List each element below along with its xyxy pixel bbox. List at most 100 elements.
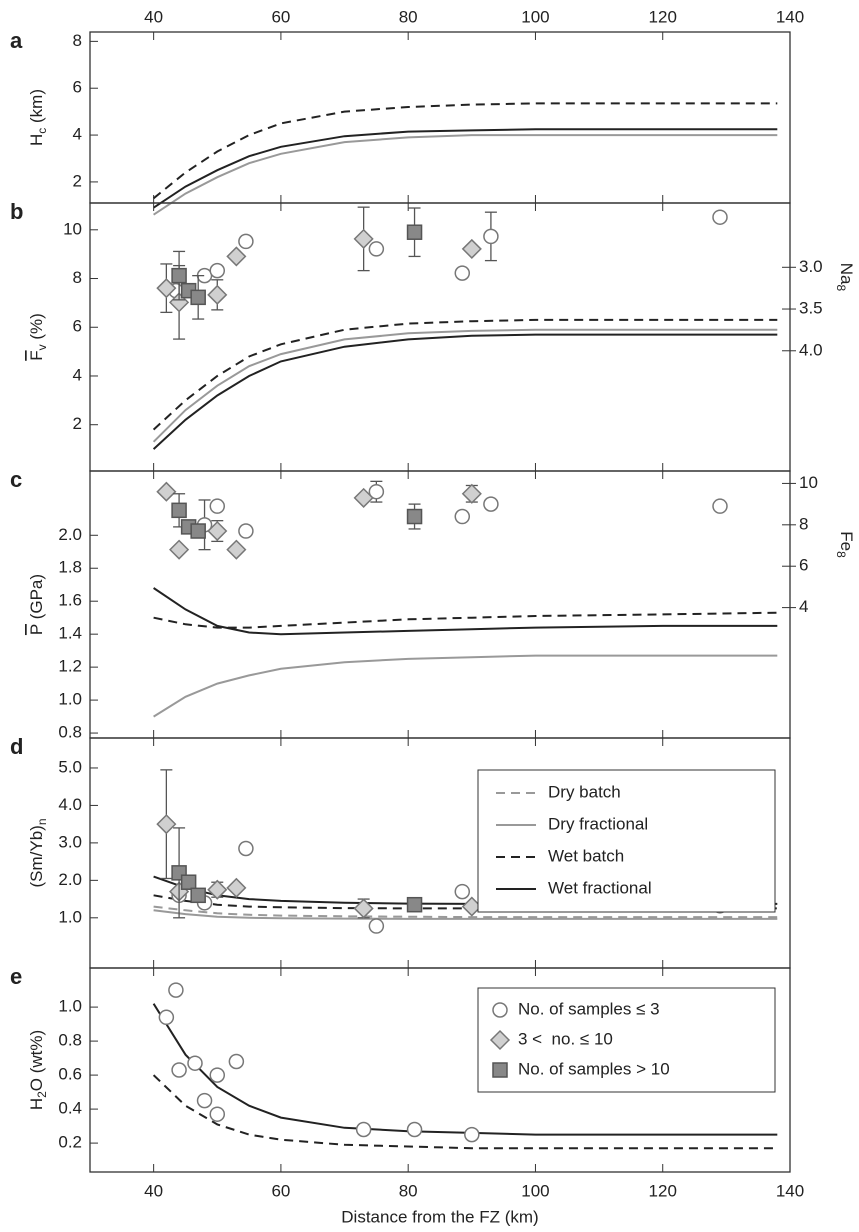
legend-label: No. of samples > 10 [518, 1059, 670, 1078]
label-sub: n [35, 818, 49, 825]
curve [153, 909, 778, 920]
curve [153, 905, 778, 919]
y2-tick-label: 3.5 [799, 299, 823, 318]
point [226, 246, 247, 267]
x-tick-label: 120 [649, 1181, 677, 1200]
y-tick-label: 1.6 [58, 591, 82, 610]
point [483, 496, 499, 512]
y-tick-label: 8 [73, 31, 82, 50]
point [187, 1055, 203, 1071]
legend-marker [492, 1062, 508, 1078]
point [454, 265, 471, 281]
point [171, 1062, 187, 1078]
point [207, 879, 228, 900]
curve [152, 1074, 778, 1150]
x-tick-label: 80 [399, 7, 418, 26]
y-tick-label: 0.4 [58, 1099, 82, 1118]
point [190, 289, 206, 306]
x-tick-label: 100 [521, 7, 549, 26]
curve [152, 333, 778, 450]
panel-frame [89, 31, 791, 204]
x-tick-label: 80 [399, 1181, 418, 1200]
point [238, 233, 254, 250]
point [156, 814, 177, 835]
label-main: P [27, 624, 46, 635]
y-tick-label: 2.0 [58, 870, 82, 889]
legend-label: Dry fractional [548, 814, 648, 833]
point [712, 498, 728, 514]
point [454, 508, 471, 525]
label-rest: (GPa) [27, 574, 46, 624]
x-tick-label: 140 [776, 7, 804, 26]
point [228, 1053, 245, 1070]
point [406, 1121, 423, 1138]
label-main: H [27, 134, 46, 146]
curve [153, 128, 778, 209]
y-tick-label: 2.0 [58, 525, 82, 544]
label-sub: c [35, 128, 49, 134]
point [461, 238, 482, 259]
y-tick-label: 1.0 [58, 907, 82, 926]
point [454, 883, 471, 900]
panel-letter: b [10, 199, 23, 224]
y-tick-label: 10 [63, 219, 82, 238]
label-sub: v [35, 344, 49, 350]
label-main: F [27, 350, 46, 360]
point [209, 498, 226, 514]
y-tick-label: 5.0 [58, 757, 82, 776]
point [180, 874, 197, 890]
y-tick-label: 0.2 [58, 1133, 82, 1152]
y-tick-label: 4 [73, 365, 82, 384]
point [190, 887, 206, 904]
point [171, 267, 187, 284]
point [209, 1067, 226, 1083]
curve [153, 654, 778, 718]
y-tick-label: 4.0 [58, 795, 82, 814]
label-main: Fe [837, 531, 856, 551]
point [169, 539, 190, 560]
axis-label: (Sm/Yb)n [27, 818, 49, 887]
y-tick-label: 2 [73, 414, 82, 433]
x-axis-title: Distance from the FZ (km) [341, 1207, 538, 1226]
label-rest: O (wt%) [27, 1030, 46, 1091]
point [207, 520, 228, 542]
panel-frame [89, 967, 791, 1173]
x-tick-label: 60 [271, 1181, 290, 1200]
y-tick-label: 6 [73, 78, 82, 97]
label-sub: 8 [834, 551, 848, 558]
point [226, 539, 247, 560]
curve [153, 587, 778, 636]
y-tick-label: 8 [73, 268, 82, 287]
y-tick-label: 1.8 [58, 558, 82, 577]
point [209, 1106, 226, 1122]
point [353, 898, 374, 919]
legend-marker [492, 1002, 508, 1018]
curve [153, 611, 778, 629]
panel-letter: c [10, 467, 22, 492]
y2-tick-label: 10 [799, 473, 818, 492]
label-rest: (km) [27, 89, 46, 128]
axis-label: Fe8 [834, 531, 856, 558]
y-tick-label: 1.0 [58, 690, 82, 709]
point [355, 1121, 372, 1138]
point [461, 483, 482, 504]
curve [152, 318, 778, 431]
point [368, 918, 385, 934]
point [190, 523, 206, 539]
x-tick-label: 40 [144, 1181, 163, 1200]
panel-letter: a [10, 28, 23, 53]
panel-letter: d [10, 734, 23, 759]
x-tick-label: 40 [144, 7, 163, 26]
y2-tick-label: 8 [799, 514, 808, 533]
panel-frame [89, 470, 791, 739]
point [226, 877, 247, 898]
point [156, 278, 177, 299]
legend-label: Wet fractional [548, 878, 652, 897]
y-tick-label: 4 [73, 125, 82, 144]
y-tick-label: 1.4 [58, 624, 82, 643]
point [168, 982, 184, 998]
label-main: Na [837, 263, 856, 285]
y-tick-label: 2 [73, 171, 82, 190]
point [368, 241, 385, 257]
legend-label: 3 < no. ≤ 10 [518, 1029, 613, 1048]
